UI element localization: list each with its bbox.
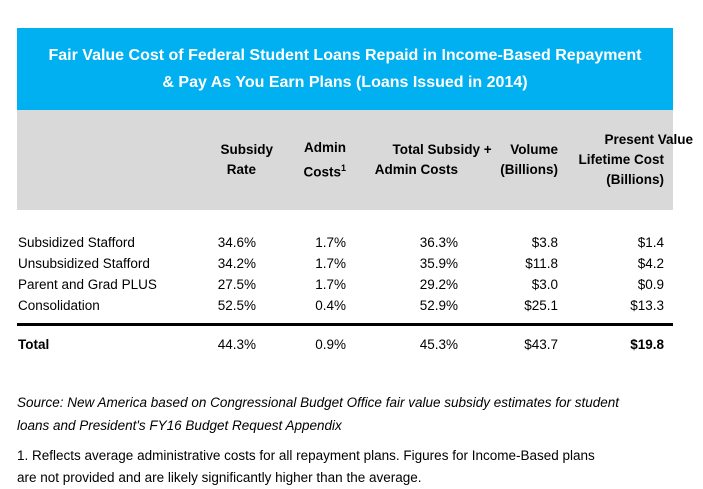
data-cell: $11.8 bbox=[525, 256, 558, 271]
figure-title: Fair Value Cost of Federal Student Loans… bbox=[17, 28, 673, 110]
data-cell: 35.9% bbox=[419, 256, 458, 271]
row-label: Subsidized Stafford bbox=[18, 235, 135, 250]
data-cell: $1.4 bbox=[637, 235, 664, 250]
data-cell: 27.5% bbox=[217, 277, 256, 292]
loan-cost-table: Subsidy Rate Admin Costs1 Total Subsidy … bbox=[17, 110, 693, 359]
data-cell: 45.3% bbox=[355, 323, 467, 359]
data-cell: 29.2% bbox=[419, 277, 458, 292]
header-cell-total-subsidy-admin: Total Subsidy + Admin Costs bbox=[355, 110, 492, 210]
data-cell: 1.7% bbox=[315, 235, 346, 250]
footnote-text: 1. Reflects average administrative costs… bbox=[17, 448, 595, 485]
data-cell: $13.3 bbox=[630, 298, 664, 313]
data-cell: $4.2 bbox=[637, 256, 664, 271]
spacer-row bbox=[17, 210, 673, 232]
data-cell: 34.2% bbox=[217, 256, 256, 271]
header-label: Total Subsidy + Admin Costs bbox=[374, 142, 492, 177]
data-cell: 36.3% bbox=[419, 235, 458, 250]
data-cell: $3.8 bbox=[531, 235, 558, 250]
table-row-total: Total 44.3% 0.9% 45.3% $43.7 $19.8 bbox=[17, 323, 673, 359]
header-cell-empty bbox=[17, 110, 183, 210]
data-cell: 52.5% bbox=[217, 298, 256, 313]
source-note: Source: New America based on Congression… bbox=[17, 395, 620, 433]
header-cell-subsidy-rate: Subsidy Rate bbox=[183, 110, 273, 210]
data-cell: 34.6% bbox=[217, 235, 256, 250]
header-label: Volume (Billions) bbox=[500, 142, 558, 177]
student-loan-cost-figure: Fair Value Cost of Federal Student Loans… bbox=[17, 28, 693, 489]
data-cell: $3.0 bbox=[531, 277, 558, 292]
data-cell: $25.1 bbox=[524, 298, 558, 313]
data-cell: 52.9% bbox=[419, 298, 458, 313]
data-cell: $43.7 bbox=[467, 323, 567, 359]
data-cell: 44.3% bbox=[183, 323, 265, 359]
data-cell: 1.7% bbox=[315, 277, 346, 292]
header-cell-volume: Volume (Billions) bbox=[467, 110, 567, 210]
table-row-unsubsidized-stafford: Unsubsidized Stafford 34.2% 1.7% 35.9% $… bbox=[17, 253, 673, 274]
table-row-subsidized-stafford: Subsidized Stafford 34.6% 1.7% 36.3% $3.… bbox=[17, 232, 673, 253]
row-label: Parent and Grad PLUS bbox=[18, 277, 157, 292]
row-label: Consolidation bbox=[18, 298, 100, 313]
row-label: Unsubsidized Stafford bbox=[18, 256, 150, 271]
header-cell-admin-costs: Admin Costs1 bbox=[265, 110, 355, 210]
table-row-parent-grad-plus: Parent and Grad PLUS 27.5% 1.7% 29.2% $3… bbox=[17, 274, 673, 295]
total-label: Total bbox=[17, 323, 183, 359]
header-label: Admin Costs bbox=[303, 139, 346, 180]
data-cell: 0.9% bbox=[265, 323, 355, 359]
header-cell-pv-lifetime-cost: Present Value Lifetime Cost (Billions) bbox=[567, 110, 693, 210]
data-cell: $0.9 bbox=[637, 277, 664, 292]
data-cell: 0.4% bbox=[315, 298, 346, 313]
footnote-marker: 1 bbox=[340, 162, 346, 173]
data-cell-total-pv: $19.8 bbox=[567, 323, 673, 359]
table-row-consolidation: Consolidation 52.5% 0.4% 52.9% $25.1 $13… bbox=[17, 295, 673, 325]
header-label: Present Value Lifetime Cost (Billions) bbox=[578, 132, 694, 187]
table-header-row: Subsidy Rate Admin Costs1 Total Subsidy … bbox=[17, 110, 693, 210]
header-label: Subsidy Rate bbox=[220, 142, 274, 177]
data-cell: 1.7% bbox=[315, 256, 346, 271]
